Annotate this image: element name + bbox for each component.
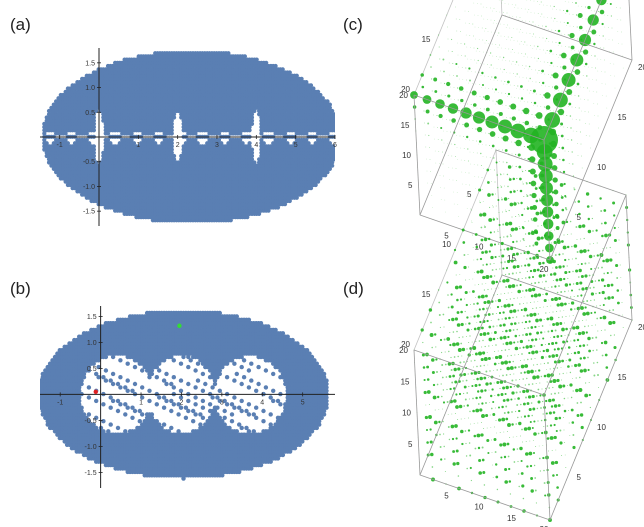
panel-label-a: (a) <box>10 15 31 34</box>
scatter-point <box>249 150 255 155</box>
scatter-point <box>337 135 341 139</box>
panel-label-d: (d) <box>343 279 364 298</box>
panel-a-points <box>42 51 341 223</box>
scatter-point <box>304 189 309 194</box>
scatter-point <box>330 160 335 165</box>
scatter-point <box>91 153 96 159</box>
scatter-point <box>332 147 335 152</box>
scatter-point <box>247 141 252 146</box>
scatter-point <box>337 138 341 142</box>
scatter-point <box>313 182 318 188</box>
scatter-point <box>169 137 174 143</box>
scatter-point <box>275 205 281 210</box>
scatter-point <box>226 51 231 56</box>
scatter-point <box>332 144 335 149</box>
scatter-point <box>316 89 321 94</box>
scatter-point <box>323 173 328 178</box>
scatter-point <box>330 163 335 168</box>
scatter-point <box>325 170 330 175</box>
scatter-point <box>254 57 259 62</box>
scatter-point <box>304 80 309 85</box>
scatter-point <box>332 150 335 155</box>
scatter-point <box>294 73 299 78</box>
scatter-point <box>334 126 335 128</box>
scatter-point <box>318 176 323 181</box>
scatter-point <box>247 144 252 149</box>
panel-a-scatter: -1 1 2 3 4 5 61.51.00.5-0.5-1.0-1.5 <box>40 48 341 226</box>
scatter-point <box>169 150 174 155</box>
scatter-point <box>332 157 335 162</box>
scatter-point <box>334 120 335 122</box>
panel-label-b: (b) <box>10 279 31 298</box>
scatter-point <box>257 211 262 216</box>
scatter-point <box>91 144 96 149</box>
scatter-point <box>65 141 70 146</box>
scatter-point <box>153 141 158 146</box>
panel-label-c: (c) <box>343 15 363 34</box>
scatter-point <box>87 141 92 146</box>
scatter-point <box>332 153 335 159</box>
scatter-point <box>334 116 335 119</box>
scatter-point <box>266 208 271 213</box>
scatter-point <box>131 141 137 146</box>
scatter-point <box>245 215 250 220</box>
scatter-point <box>169 144 174 149</box>
scatter-point <box>327 166 332 171</box>
scatter-point <box>44 141 49 146</box>
scatter-point <box>280 67 285 72</box>
scatter-point <box>325 99 330 104</box>
scatter-point <box>334 123 335 125</box>
scatter-point <box>294 195 299 200</box>
scatter-point <box>287 70 292 75</box>
scatter-point <box>337 144 341 148</box>
scatter-point <box>172 157 177 162</box>
scatter-point <box>337 125 341 129</box>
scatter-point <box>249 153 255 159</box>
scatter-point <box>108 141 113 146</box>
scatter-point <box>264 60 269 65</box>
scatter-point <box>308 83 314 88</box>
scatter-point <box>91 157 96 162</box>
scatter-point <box>91 147 96 152</box>
scatter-point <box>334 129 335 131</box>
scatter-point <box>334 145 335 148</box>
scatter-point <box>242 54 247 59</box>
scatter-point <box>91 150 96 155</box>
scatter-point <box>249 157 255 162</box>
scatter-point <box>334 155 335 157</box>
scatter-point <box>299 192 304 197</box>
scatter-point <box>334 148 335 151</box>
scatter-point <box>337 141 341 145</box>
scatter-point <box>249 147 255 152</box>
scatter-point <box>169 147 174 152</box>
x-tick-label: -1 <box>57 142 63 149</box>
scatter-point <box>172 153 177 159</box>
scatter-point <box>287 198 292 204</box>
scatter-point <box>282 202 288 207</box>
scatter-point <box>334 136 335 138</box>
scatter-point <box>228 218 233 223</box>
scatter-point <box>273 63 278 69</box>
scatter-point <box>308 186 314 191</box>
scatter-point <box>252 160 257 165</box>
scatter-point <box>334 152 335 154</box>
scatter-point <box>299 76 304 81</box>
scatter-point <box>316 179 321 184</box>
scatter-point <box>337 128 341 132</box>
